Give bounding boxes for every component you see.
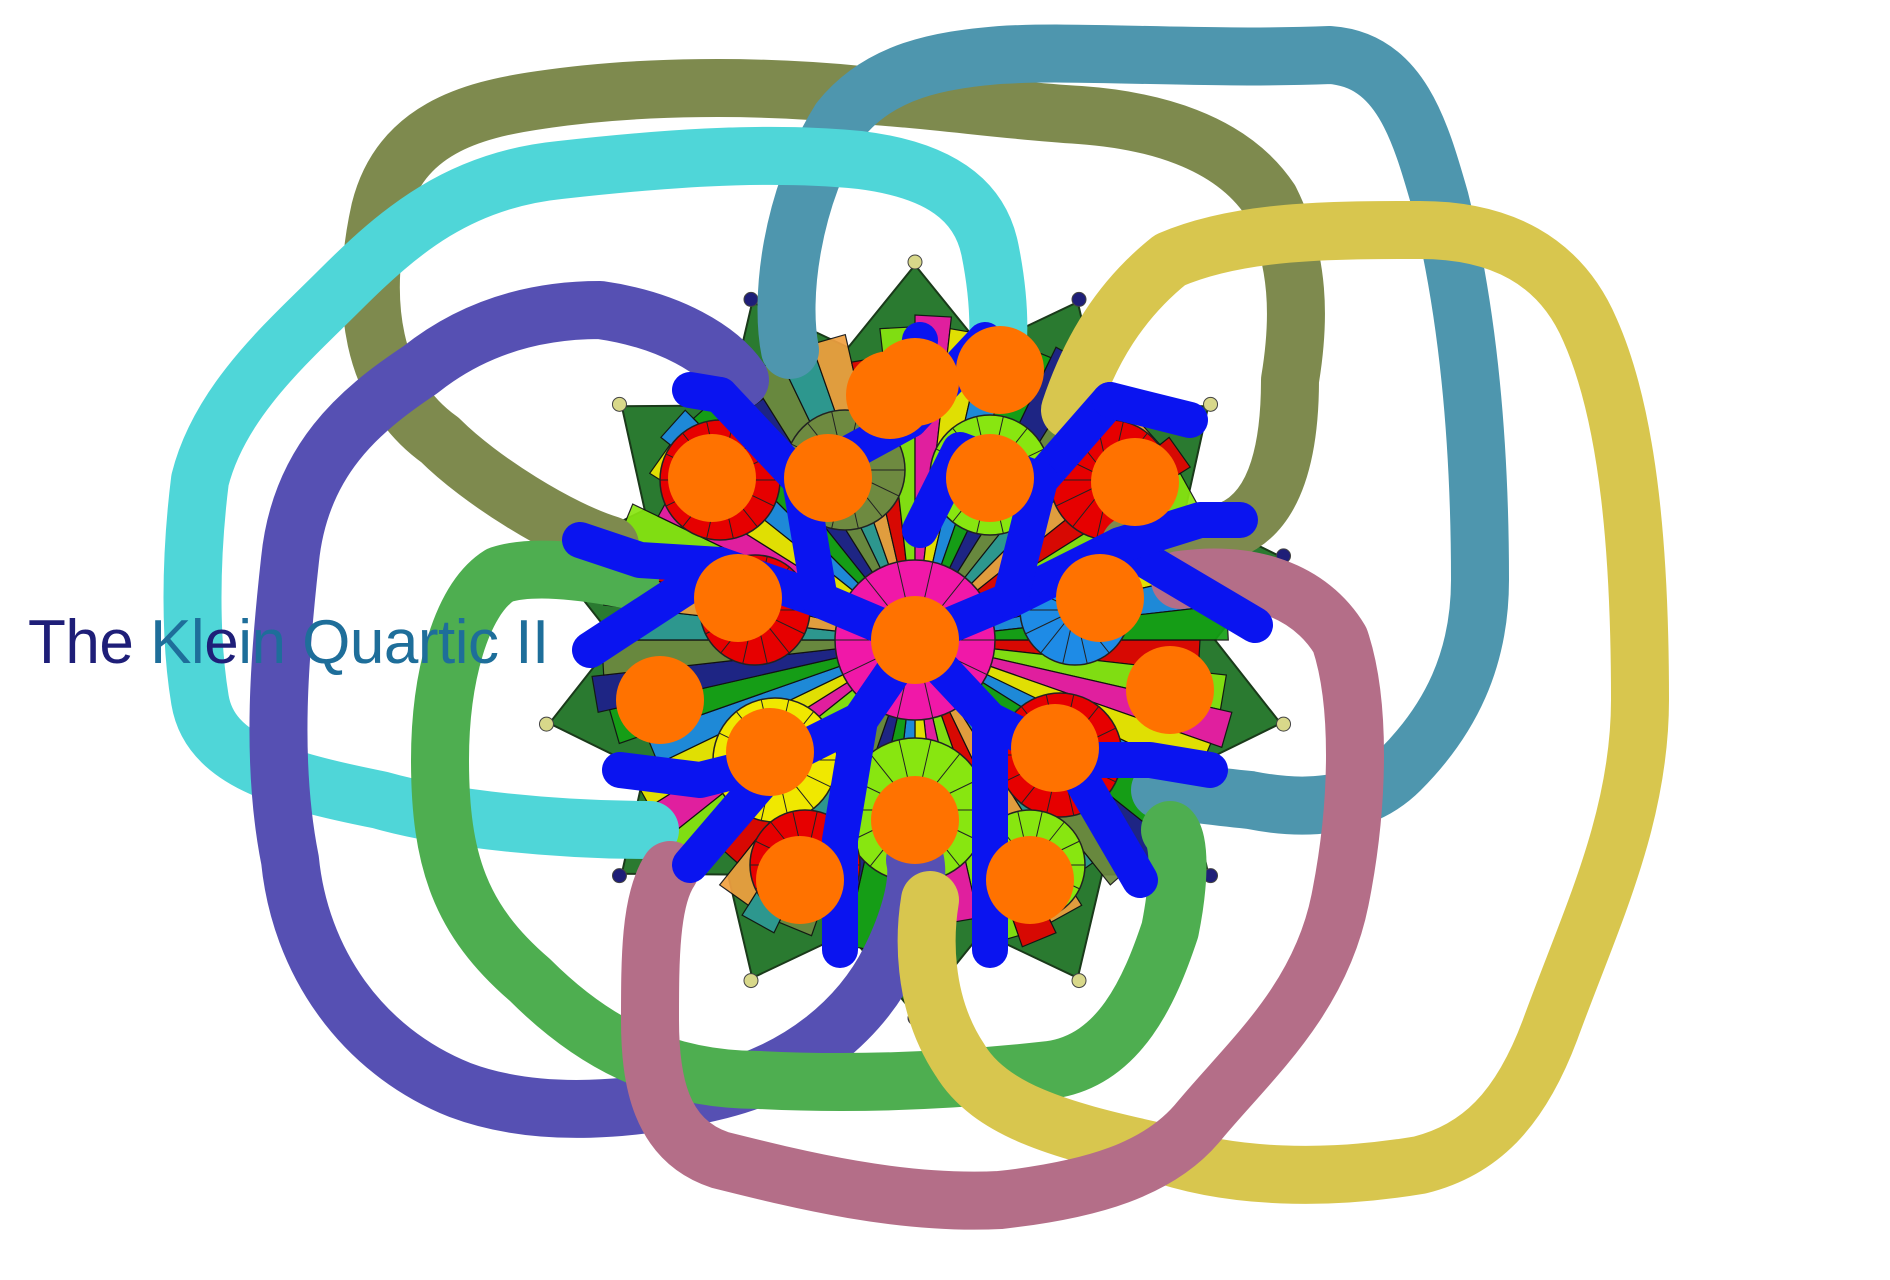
title-part-rest: in Quartic II — [238, 608, 549, 677]
loop-mustard — [897, 201, 1669, 1204]
title-part-e: e — [204, 608, 239, 677]
graph-node — [1056, 554, 1144, 642]
graph-edge — [672, 372, 738, 413]
tiling-vertex — [611, 868, 627, 884]
graph-node — [871, 776, 959, 864]
graph-node — [1011, 704, 1099, 792]
title-part-kl: Kl — [150, 608, 205, 677]
loop-curves — [163, 24, 1669, 1230]
tiling-vertex — [907, 254, 923, 270]
tiling-vertex — [743, 973, 759, 989]
graph-node — [1091, 438, 1179, 526]
tiling-vertex — [1276, 716, 1292, 732]
tiling-vertex — [611, 396, 627, 412]
graph-node — [946, 434, 1034, 522]
graph-node — [726, 708, 814, 796]
graph-node — [756, 836, 844, 924]
tiling-vertex — [538, 716, 554, 732]
graph-node — [846, 351, 934, 439]
graph-edge — [1102, 502, 1258, 563]
graph-edge — [672, 622, 933, 883]
tiling-vertex — [1203, 396, 1219, 412]
graph-node — [1126, 646, 1214, 734]
title-part-the: The — [28, 608, 151, 677]
graph-node — [956, 326, 1044, 414]
dual-graph — [562, 322, 1273, 968]
graph-node — [668, 434, 756, 522]
graph-node — [784, 434, 872, 522]
loop-mauve — [621, 548, 1384, 1230]
loop-cyan — [163, 126, 1028, 859]
graph-node — [694, 554, 782, 642]
page-title: The Klein Quartic II — [28, 612, 549, 674]
graph-edge — [1092, 382, 1208, 438]
tiling-vertex — [1071, 973, 1087, 989]
graph-node — [871, 596, 959, 684]
graph-node — [616, 656, 704, 744]
graph-edge — [562, 522, 738, 583]
graph-node — [986, 836, 1074, 924]
graph-edge — [822, 702, 878, 968]
loop-indigo — [249, 281, 946, 1138]
tiling-vertex — [743, 291, 759, 307]
tiling-vertex — [1071, 291, 1087, 307]
